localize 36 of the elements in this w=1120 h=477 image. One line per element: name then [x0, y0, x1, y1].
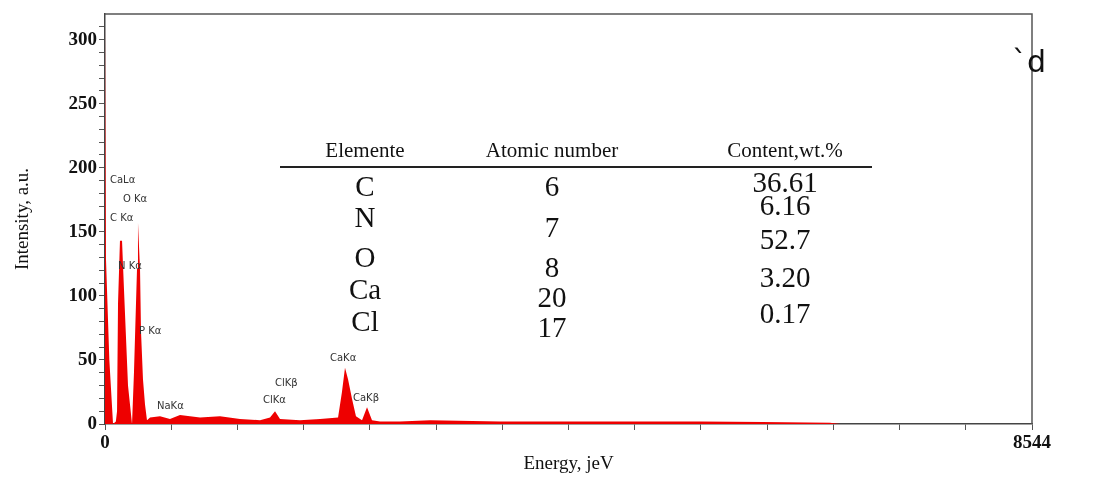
annotation: NaKα: [157, 399, 185, 411]
annotation: 20: [537, 281, 567, 314]
y-tick-label: 0: [87, 411, 97, 433]
y-tick-label: 150: [68, 219, 97, 241]
annotation: 17: [537, 311, 567, 344]
y-tick-label: 50: [78, 347, 97, 369]
annotation: CaKβ: [353, 391, 380, 403]
x-axis-title: Energy, jeV: [523, 451, 614, 473]
annotation: N: [354, 201, 376, 234]
y-axis-title: Intensity, a.u.: [11, 167, 33, 271]
annotation: 6: [544, 170, 560, 203]
y-tick-label: 300: [68, 27, 97, 49]
annotation: Elemente: [325, 138, 405, 163]
annotation: P Kα: [139, 324, 162, 336]
y-tick-label: 250: [68, 91, 97, 113]
y-tick-label: 100: [68, 283, 97, 305]
annotation: Atomic number: [485, 138, 619, 163]
annotation: CaLα: [110, 173, 136, 185]
annotation: ClKα: [263, 393, 287, 405]
annotation: O Kα: [123, 192, 148, 204]
x-tick-label: 8544: [1013, 431, 1052, 453]
annotation: 8: [544, 251, 560, 284]
annotation: Cl: [351, 305, 379, 338]
annotation: 52.7: [759, 223, 811, 256]
annotation: C Kα: [110, 211, 134, 223]
annotation: Ca: [348, 273, 382, 306]
annotation: Content,wt.%: [727, 138, 843, 163]
annotation: ClKβ: [275, 376, 298, 388]
annotation: `d: [1012, 44, 1047, 79]
annotation: 0.17: [759, 297, 811, 330]
annotation: 7: [544, 211, 560, 244]
annotation: O: [354, 241, 376, 274]
y-tick-label: 200: [68, 155, 97, 177]
annotation: CaKα: [330, 351, 357, 363]
annotation: C: [355, 170, 375, 203]
annotation: 3.20: [759, 261, 811, 294]
